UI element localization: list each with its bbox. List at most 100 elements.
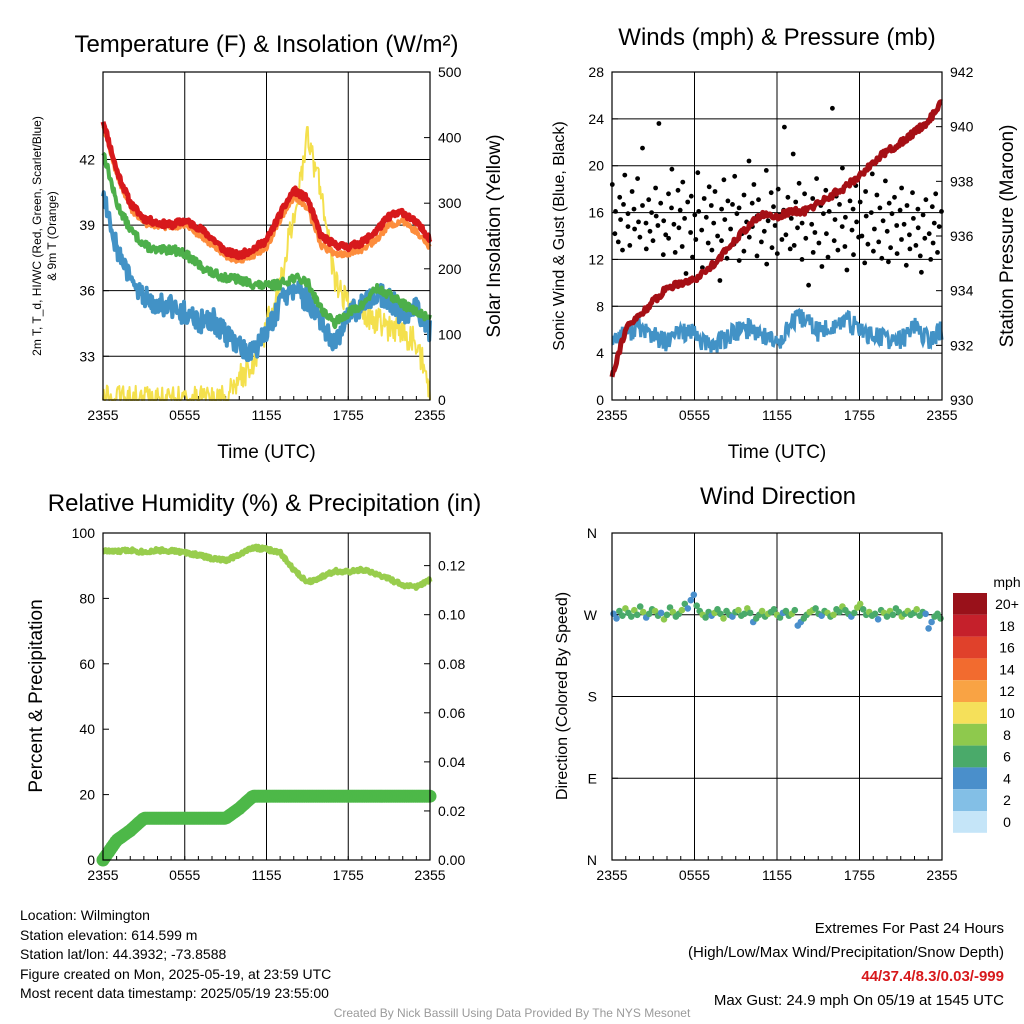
y-tick-label: 33 (79, 348, 95, 364)
gust-point (868, 210, 874, 216)
station-elevation: Station elevation: 614.599 m (20, 926, 198, 943)
direction-title: Wind Direction (700, 483, 856, 510)
gust-point (621, 202, 626, 207)
y-tick-label: 100 (72, 525, 96, 541)
direction-point (856, 600, 864, 608)
gust-point (892, 194, 897, 200)
x-tick-label: 0555 (679, 867, 710, 883)
gust-point (656, 121, 662, 126)
gust-point (783, 232, 789, 238)
gust-point (793, 199, 799, 205)
direction-point (619, 612, 626, 619)
temperature-series-line (101, 151, 432, 330)
gust-point (886, 200, 892, 206)
gust-point (857, 199, 863, 205)
gust-point (636, 219, 641, 225)
gust-point (809, 221, 815, 227)
y-tick-label: 80 (79, 590, 95, 606)
gust-point (899, 185, 904, 191)
y-tick-label: W (584, 607, 598, 623)
gust-point (862, 260, 868, 266)
direction-point (678, 606, 686, 614)
legend-swatch (953, 723, 987, 746)
gust-point (935, 250, 940, 255)
gust-point (688, 230, 693, 235)
gust-point (779, 237, 785, 242)
gust-point (699, 227, 705, 233)
gust-point (802, 191, 807, 197)
direction-point (613, 615, 620, 622)
gust-point (917, 253, 923, 259)
direction-point (663, 611, 671, 619)
legend-label: 20+ (995, 596, 1019, 612)
wind-title: Winds (mph) & Pressure (mb) (618, 24, 935, 51)
legend-label: 6 (1003, 749, 1011, 765)
gust-point (880, 218, 886, 224)
gust-point (679, 244, 685, 249)
legend-label: 4 (1003, 770, 1011, 786)
gust-point (821, 211, 826, 217)
temperature-ylabel-right: Solar Insolation (Yellow) (484, 134, 505, 337)
extremes-values: 44/37.4/8.3/0.03/-999 (861, 968, 1004, 985)
gust-point (756, 197, 761, 203)
gust-point (666, 235, 671, 241)
direction-point (687, 596, 695, 604)
gust-point (658, 200, 664, 206)
y-tick-label: 40 (79, 721, 95, 737)
direction-point (925, 625, 932, 632)
gust-point (688, 193, 694, 199)
y-tick-label: 42 (79, 151, 95, 167)
extremes-info: Extremes For Past 24 Hours (High/Low/Max… (688, 917, 1004, 1013)
gust-point (859, 233, 865, 239)
gust-point (837, 202, 842, 207)
y2-tick-label: 0.10 (438, 607, 465, 623)
x-tick-label: 1155 (251, 407, 281, 423)
gust-point (832, 217, 838, 223)
direction-point (883, 613, 891, 620)
x-tick-label: 2355 (596, 407, 627, 423)
gust-point (814, 176, 819, 182)
gust-point (749, 200, 755, 206)
gust-point (872, 226, 877, 232)
direction-plot-border (611, 532, 943, 861)
y2-tick-label: 0.12 (438, 558, 465, 574)
direction-point (859, 606, 867, 613)
gust-point (692, 212, 698, 218)
gust-point (719, 206, 724, 212)
gust-point (643, 220, 649, 226)
gust-point (661, 218, 667, 224)
y2-tick-label: 934 (950, 283, 974, 299)
gust-point (910, 190, 915, 196)
gust-point (847, 198, 853, 204)
direction-point (836, 608, 843, 616)
gust-point (629, 189, 635, 194)
gust-point (675, 187, 681, 193)
gust-point (647, 228, 653, 234)
y2-tick-label: 936 (950, 228, 974, 244)
gust-point (730, 202, 735, 207)
gust-point (889, 211, 895, 217)
gust-point (803, 235, 809, 241)
gust-point (810, 196, 816, 201)
gust-point (771, 204, 776, 210)
gust-point (865, 241, 871, 247)
legend-swatch (953, 614, 987, 637)
legend-label: 18 (999, 618, 1015, 634)
gust-point (653, 213, 659, 219)
y2-tick-label: 0.02 (438, 803, 465, 819)
x-tick-label: 1755 (333, 867, 364, 883)
wind-speed-line (611, 307, 944, 353)
gust-point (712, 189, 718, 194)
x-tick-label: 2355 (87, 867, 118, 883)
gust-point (653, 185, 658, 191)
gust-point (671, 221, 677, 227)
gust-point (907, 232, 912, 238)
gust-point (769, 245, 775, 251)
gust-point (622, 172, 628, 178)
gust-point (774, 251, 780, 256)
legend-swatch (953, 767, 987, 790)
gust-point (894, 251, 900, 256)
gust-point (680, 179, 686, 185)
y-tick-label: 24 (588, 111, 604, 127)
